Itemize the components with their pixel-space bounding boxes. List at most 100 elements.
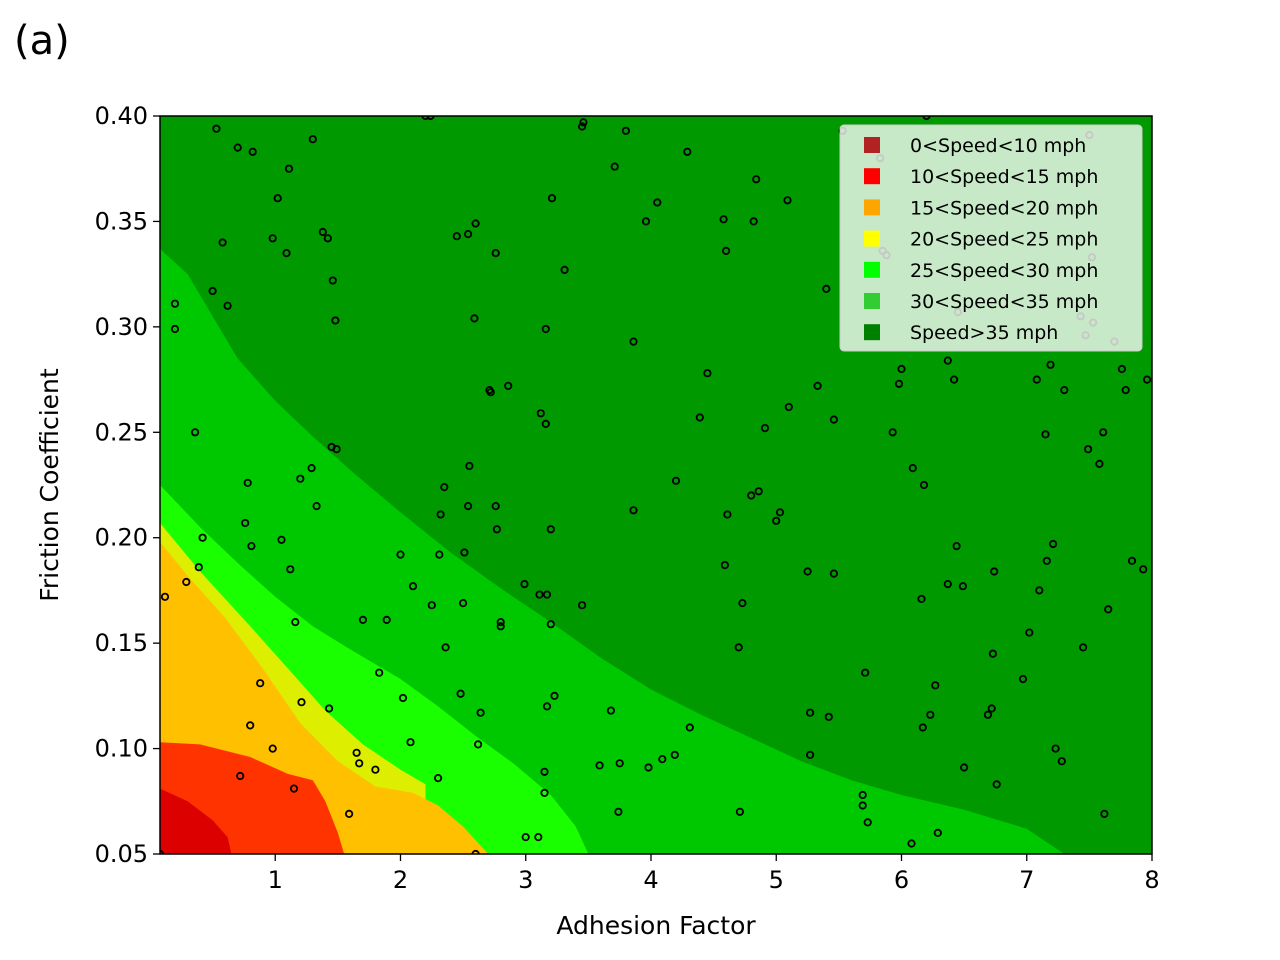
scatter-point: [491, 501, 500, 511]
scatter-point: [268, 234, 277, 243]
scatter-point: [1041, 430, 1050, 439]
scatter-point: [546, 620, 555, 629]
scatter-point: [784, 402, 793, 412]
scatter-point: [1057, 757, 1066, 766]
scatter-point: [1084, 445, 1093, 454]
scatter-point: [358, 615, 367, 625]
scatter-point: [542, 590, 552, 599]
scatter-point: [959, 763, 969, 772]
scatter-point: [1095, 459, 1104, 468]
legend-label: 15<Speed<20 mph: [910, 197, 1098, 219]
scatter-point: [783, 196, 792, 205]
scatter-point: [546, 525, 555, 534]
scatter-point: [577, 601, 587, 610]
scatter-point: [614, 807, 623, 816]
scatter-point: [540, 767, 549, 776]
scatter-point: [952, 541, 961, 551]
scatter-point: [1104, 605, 1113, 614]
scatter-point: [992, 780, 1001, 789]
scatter-point: [644, 763, 653, 772]
scatter-point: [803, 567, 812, 576]
scatter-point: [595, 761, 604, 770]
scatter-point: [194, 563, 203, 572]
scatter-point: [435, 550, 444, 559]
x-tick-label: 3: [518, 866, 533, 894]
scatter-point: [456, 689, 465, 698]
scatter-point: [433, 773, 443, 783]
y-tick-label: 0.20: [95, 524, 148, 552]
scatter-point: [308, 135, 317, 144]
legend-label: 25<Speed<30 mph: [910, 260, 1098, 282]
scatter-point: [470, 314, 479, 323]
legend-swatch: [864, 324, 880, 341]
scatter-point: [170, 299, 180, 308]
scatter-point: [492, 525, 501, 534]
scatter-point: [943, 356, 952, 365]
scatter-point: [754, 487, 763, 496]
scatter-point: [917, 594, 926, 604]
scatter-point: [331, 316, 340, 325]
scatter-point: [805, 708, 815, 717]
y-tick-label: 0.40: [95, 102, 148, 130]
scatter-point: [749, 217, 758, 226]
panel-label: (a): [14, 18, 70, 64]
scatter-point: [328, 276, 337, 285]
y-tick-label: 0.25: [95, 418, 148, 446]
scatter-point: [542, 702, 552, 711]
x-tick-label: 7: [1019, 866, 1034, 894]
scatter-point: [858, 801, 867, 810]
scatter-point: [471, 219, 480, 228]
y-axis-label: Friction Coefficient: [35, 368, 64, 602]
legend-label: 10<Speed<15 mph: [910, 166, 1098, 188]
scatter-point: [822, 284, 831, 293]
y-tick-label: 0.05: [95, 840, 148, 868]
scatter-point: [1046, 360, 1055, 369]
scatter-point: [486, 388, 495, 397]
scatter-point: [465, 461, 474, 471]
scatter-point: [463, 501, 473, 511]
scatter-point: [160, 592, 170, 601]
scatter-point: [286, 565, 295, 574]
scatter-point: [496, 622, 505, 631]
x-tick-label: 8: [1144, 866, 1159, 894]
scatter-point: [772, 516, 781, 525]
legend-swatch: [864, 137, 880, 153]
x-axis: 1 2 3 4 5 6 7 8: [268, 854, 1160, 894]
scatter-point: [685, 723, 694, 732]
scatter-point: [289, 784, 299, 793]
scatter-point: [427, 601, 436, 610]
scatter-point: [273, 194, 282, 203]
scatter-points: [160, 116, 1152, 854]
x-tick-label: 6: [894, 866, 909, 894]
scatter-point: [375, 668, 384, 677]
scatter-point: [1127, 556, 1137, 566]
scatter-point: [520, 579, 529, 589]
scatter-point: [277, 535, 286, 544]
scatter-point: [1139, 565, 1148, 574]
scatter-point: [926, 710, 935, 719]
contour-region-6: [160, 788, 232, 854]
legend-box: [839, 124, 1143, 352]
scatter-point: [248, 147, 257, 156]
scatter-point: [931, 681, 940, 690]
scatter-point: [1049, 539, 1058, 549]
scatter-point: [463, 230, 473, 239]
scatter-point: [606, 706, 616, 715]
scatter-point: [541, 324, 550, 334]
scatter-point: [246, 721, 255, 730]
scatter-point: [752, 175, 761, 184]
scatter-point: [735, 807, 745, 816]
scatter-point: [629, 337, 638, 346]
scatter-point: [476, 708, 485, 717]
y-tick-label: 0.10: [95, 735, 148, 763]
scatter-point: [579, 118, 588, 127]
scatter-point: [719, 215, 728, 224]
scatter-point: [212, 124, 221, 133]
scatter-point: [170, 324, 180, 334]
x-tick-label: 4: [643, 866, 658, 894]
scatter-point: [987, 704, 996, 713]
scatter-point: [324, 704, 334, 713]
scatter-point: [621, 126, 631, 135]
scatter-point: [721, 246, 731, 255]
scatter-point: [653, 198, 662, 207]
